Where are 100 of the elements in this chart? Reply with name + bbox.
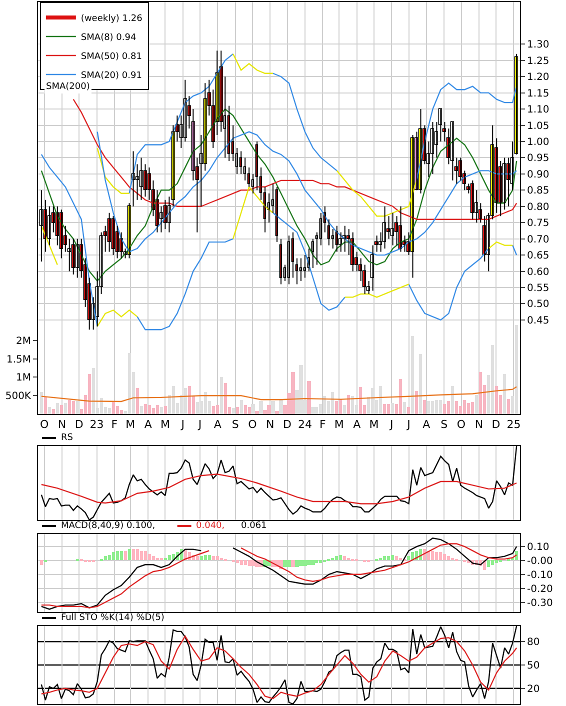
bar bbox=[447, 556, 450, 560]
y-tick-label: -0.00 bbox=[527, 556, 553, 567]
y-tick-label: 1.05 bbox=[527, 120, 550, 132]
bar bbox=[387, 556, 390, 560]
x-tick-label: F bbox=[319, 418, 326, 432]
bar bbox=[423, 400, 426, 414]
bar bbox=[439, 400, 442, 414]
bar bbox=[40, 392, 43, 414]
line-series bbox=[40, 108, 518, 282]
y-tick-label: 0.80 bbox=[527, 202, 550, 213]
bar bbox=[116, 406, 119, 414]
bar bbox=[136, 549, 139, 560]
y-tick-label: 0.10 bbox=[527, 542, 550, 554]
bar bbox=[148, 405, 151, 414]
x-tick-label: S bbox=[232, 418, 239, 432]
x-tick-label: S bbox=[440, 418, 448, 432]
y-tick-label: 2M bbox=[16, 336, 31, 347]
y-tick-label: -0.30 bbox=[527, 598, 553, 609]
bar bbox=[351, 396, 354, 414]
y-tick-label: 20 bbox=[527, 684, 540, 695]
bar bbox=[251, 404, 255, 414]
bar bbox=[287, 560, 291, 567]
bar bbox=[64, 403, 67, 414]
line-series bbox=[96, 131, 518, 256]
bar bbox=[299, 560, 303, 566]
x-tick-label: M bbox=[126, 418, 136, 432]
x-tick-label: O bbox=[248, 418, 258, 432]
bar bbox=[240, 560, 243, 565]
bar bbox=[224, 383, 227, 414]
bar bbox=[339, 555, 342, 560]
bar bbox=[140, 551, 143, 560]
bar bbox=[495, 560, 498, 563]
y-tick-label: 0.65 bbox=[527, 250, 550, 262]
bar bbox=[48, 407, 51, 414]
bar bbox=[359, 387, 362, 414]
bar bbox=[443, 404, 446, 414]
bar bbox=[108, 408, 111, 414]
bar bbox=[184, 388, 187, 414]
bar bbox=[307, 560, 311, 565]
bar bbox=[319, 560, 322, 563]
bar bbox=[291, 560, 295, 567]
bar bbox=[152, 408, 155, 414]
y-tick-label: 0.75 bbox=[527, 218, 550, 230]
bar bbox=[407, 556, 410, 560]
bar bbox=[431, 551, 434, 560]
bar bbox=[244, 560, 247, 565]
bar bbox=[92, 368, 95, 414]
bar bbox=[479, 372, 482, 414]
bar bbox=[208, 555, 211, 560]
bar bbox=[487, 560, 490, 567]
bar bbox=[232, 408, 235, 414]
bar bbox=[212, 556, 215, 560]
y-tick-label: 0.90 bbox=[527, 169, 550, 180]
bar bbox=[216, 405, 219, 414]
y-tick-label: -0.10 bbox=[527, 570, 553, 581]
bar bbox=[283, 560, 287, 567]
bar bbox=[307, 381, 311, 414]
legend-label: SMA(8) 0.94 bbox=[80, 33, 136, 44]
y-tick-label: 0.60 bbox=[527, 266, 550, 278]
y-tick-label: 1.20 bbox=[527, 72, 550, 84]
y-tick-label: 0.45 bbox=[527, 315, 550, 326]
bar bbox=[136, 388, 139, 414]
x-tick-label: M bbox=[334, 418, 344, 432]
y-tick-label: -0.20 bbox=[527, 584, 553, 595]
bar bbox=[299, 365, 303, 414]
bar bbox=[164, 406, 167, 414]
y-tick-label: 1M bbox=[16, 372, 31, 384]
x-tick-label: N bbox=[266, 418, 274, 432]
y-tick-label: 50 bbox=[527, 660, 540, 672]
bar bbox=[236, 407, 239, 414]
bar bbox=[347, 395, 350, 414]
bar bbox=[503, 374, 506, 414]
bar bbox=[40, 560, 43, 565]
bar bbox=[419, 354, 422, 414]
bar bbox=[399, 379, 402, 414]
x-tick-label: A bbox=[353, 418, 362, 432]
legend-label: (weekly) 1.26 bbox=[80, 14, 143, 24]
bar bbox=[204, 555, 207, 560]
y-tick-label: 0.85 bbox=[527, 186, 550, 197]
y-tick-label: 0.95 bbox=[527, 153, 550, 164]
bar bbox=[343, 405, 346, 414]
bar bbox=[379, 386, 382, 414]
bar bbox=[44, 397, 47, 414]
bar bbox=[68, 400, 71, 414]
y-tick-label: 0.70 bbox=[527, 234, 550, 246]
bar bbox=[240, 400, 243, 414]
bar bbox=[144, 404, 147, 414]
bar bbox=[335, 556, 338, 560]
line-series bbox=[40, 386, 518, 402]
bar bbox=[60, 405, 63, 414]
bar bbox=[315, 560, 318, 563]
x-tick-label: N bbox=[58, 418, 66, 432]
y-tick-label: 1.25 bbox=[527, 56, 550, 67]
bar bbox=[463, 400, 466, 414]
bar bbox=[156, 405, 159, 414]
bar bbox=[148, 554, 151, 560]
bar bbox=[212, 406, 215, 414]
x-tick-label: J bbox=[197, 418, 202, 432]
y-tick-label: 1.15 bbox=[527, 88, 550, 100]
bar bbox=[439, 552, 442, 560]
